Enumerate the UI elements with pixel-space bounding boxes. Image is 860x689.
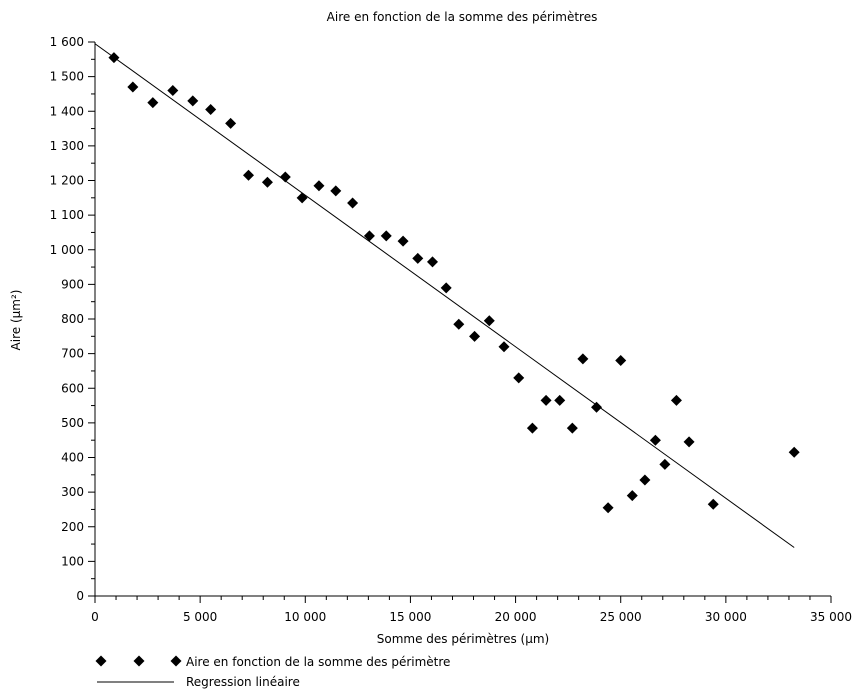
data-point: [639, 474, 651, 486]
data-point: [683, 436, 695, 448]
data-point: [788, 446, 800, 458]
data-point: [670, 394, 682, 406]
data-point: [577, 353, 589, 365]
y-axis-label: Aire (µm²): [9, 290, 23, 351]
data-point: [108, 52, 120, 64]
data-point: [397, 235, 409, 247]
data-point: [591, 401, 603, 413]
data-point: [363, 230, 375, 242]
x-tick-label: 30 000: [705, 610, 747, 624]
data-point: [380, 230, 392, 242]
y-tick-label: 1 600: [50, 35, 84, 49]
data-point: [554, 394, 566, 406]
data-point: [225, 117, 237, 129]
regression-line: [94, 43, 795, 548]
legend-label-regression: Regression linéaire: [186, 675, 300, 689]
y-tick-label: 1 000: [50, 243, 84, 257]
data-point: [659, 458, 671, 470]
data-point: [243, 169, 255, 181]
y-tick-label: 700: [61, 347, 84, 361]
data-point: [167, 84, 179, 96]
data-point: [526, 422, 538, 434]
x-tick-label: 35 000: [810, 610, 852, 624]
y-tick-label: 1 100: [50, 208, 84, 222]
y-tick-label: 900: [61, 277, 84, 291]
data-point: [205, 104, 217, 116]
legend-label-scatter: Aire en fonction de la somme des périmèt…: [186, 655, 450, 669]
data-point: [427, 256, 439, 268]
data-point: [469, 330, 481, 342]
plot-area: [94, 43, 800, 548]
legend-marker: [95, 655, 107, 667]
x-axis-label: Somme des périmètres (µm): [377, 632, 549, 646]
y-tick-label: 200: [61, 520, 84, 534]
x-axis: 0 5 000 10 000 15 000 20 000 25 000 30 000 35 0…: [91, 595, 852, 624]
data-point: [707, 498, 719, 510]
y-tick-label: 100: [61, 554, 84, 568]
data-point: [187, 95, 199, 107]
legend-scatter-markers: [95, 655, 182, 667]
y-tick-label: 800: [61, 312, 84, 326]
data-point: [513, 372, 525, 384]
data-point: [602, 502, 614, 514]
y-tick-label: 500: [61, 416, 84, 430]
data-point: [313, 180, 325, 192]
x-tick-label: 10 000: [284, 610, 326, 624]
data-point: [279, 171, 291, 183]
legend: Aire en fonction de la somme des périmèt…: [95, 655, 450, 689]
y-axis: 0 100 200 300 400 500 600 700 800 900 1 000 1 100 1 …: [50, 35, 96, 603]
x-tick-label: 0: [91, 610, 99, 624]
data-point: [626, 490, 638, 502]
y-tick-label: 600: [61, 381, 84, 395]
data-point: [127, 81, 139, 93]
data-point: [347, 197, 359, 209]
data-point: [540, 394, 552, 406]
data-point: [483, 315, 495, 327]
y-tick-label: 1 200: [50, 174, 84, 188]
x-tick-label: 25 000: [600, 610, 642, 624]
data-point: [147, 97, 159, 109]
data-point: [615, 355, 627, 367]
x-tick-label: 15 000: [389, 610, 431, 624]
legend-marker: [170, 655, 182, 667]
data-point: [296, 192, 308, 204]
data-point: [412, 252, 424, 264]
data-point: [261, 176, 273, 188]
data-point: [566, 422, 578, 434]
y-tick-label: 1 400: [50, 104, 84, 118]
y-tick-label: 1 500: [50, 70, 84, 84]
data-point: [330, 185, 342, 197]
y-tick-label: 0: [76, 589, 84, 603]
data-point: [440, 282, 452, 294]
data-point: [649, 434, 661, 446]
y-tick-label: 300: [61, 485, 84, 499]
x-tick-label: 20 000: [495, 610, 537, 624]
y-tick-label: 1 300: [50, 139, 84, 153]
data-point: [453, 318, 465, 330]
legend-marker: [133, 655, 145, 667]
chart-title: Aire en fonction de la somme des périmèt…: [327, 10, 598, 24]
x-tick-label: 5 000: [183, 610, 217, 624]
y-tick-label: 400: [61, 451, 84, 465]
data-point: [498, 341, 510, 353]
